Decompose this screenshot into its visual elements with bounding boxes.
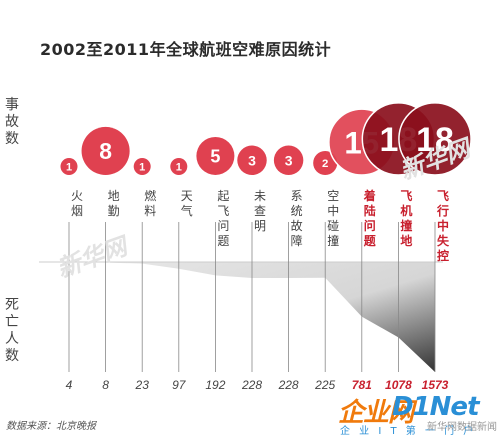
category-label: 飞: [437, 189, 449, 203]
accident-bubble: [398, 102, 472, 176]
accident-count-label: 3: [285, 152, 293, 168]
death-count-label: 225: [314, 378, 335, 392]
category-label: 未: [254, 189, 266, 203]
category-label: 机: [400, 203, 412, 218]
y-label-accidents: 事故数: [5, 97, 19, 147]
category-label: 空: [327, 189, 339, 203]
category-label: 中: [437, 218, 449, 233]
accident-count-label: 18: [416, 121, 454, 159]
y-label-deaths: 死亡人数: [5, 297, 19, 364]
category-label: 飞: [400, 189, 412, 203]
category-label: 地: [108, 189, 120, 203]
category-label: 题: [364, 234, 377, 248]
category-label: 撞: [400, 218, 412, 233]
death-count-label: 97: [172, 378, 187, 392]
category-label: 气: [181, 203, 193, 218]
brand-logo-cn: 企业网: [338, 398, 414, 428]
death-count-label: 23: [135, 378, 150, 392]
category-label: 火: [71, 189, 83, 203]
accident-count-label: 2: [322, 158, 328, 170]
accident-count-label: 3: [248, 152, 256, 168]
category-label: 障: [291, 233, 303, 248]
chart-title: 2002至2011年全球航班空难原因统计: [40, 40, 332, 59]
category-label: 失: [437, 233, 450, 248]
category-label: 行: [436, 203, 449, 218]
death-count-label: 781: [352, 378, 372, 392]
accident-bubble: [60, 158, 78, 175]
accident-count-label: 1: [176, 161, 182, 173]
accident-bubble: [237, 145, 267, 176]
category-label: 题: [217, 234, 229, 248]
death-count-label: 1573: [422, 378, 449, 392]
category-label: 明: [254, 219, 266, 233]
data-source: 数据来源：北京晚报: [6, 421, 96, 432]
accident-bubble: [313, 150, 338, 175]
death-count-label: 228: [241, 378, 262, 392]
brand-logo-en: D1Net: [392, 392, 479, 422]
death-count-label: 192: [205, 378, 225, 392]
category-label: 查: [254, 204, 266, 218]
accident-bubble: [133, 158, 151, 175]
death-count-label: 228: [278, 378, 299, 392]
accident-count-label: 8: [99, 138, 112, 164]
accident-count-label: 5: [210, 146, 220, 166]
category-label: 勤: [108, 204, 120, 218]
death-count-label: 8: [102, 378, 109, 392]
category-label: 统: [291, 204, 303, 218]
category-label: 地: [400, 233, 412, 248]
category-label: 陆: [364, 203, 376, 218]
accident-bubble: [170, 158, 188, 175]
category-label: 天: [181, 189, 193, 203]
category-label: 系: [291, 189, 303, 203]
accident-bubble: [196, 136, 235, 175]
category-label: 控: [437, 248, 449, 263]
category-label: 着: [363, 188, 376, 203]
death-count-label: 4: [66, 378, 73, 392]
watermark-url: 新华网数据新闻: [427, 422, 497, 433]
category-label: 撞: [327, 233, 339, 248]
category-label: 问: [217, 219, 229, 233]
category-label: 问: [364, 218, 376, 233]
accident-bubble: [81, 126, 130, 175]
death-toll-area: [69, 262, 435, 372]
category-label: 料: [144, 204, 156, 218]
category-label: 碰: [327, 219, 339, 233]
brand-slogan: 企 业 I T 第 一 门 户: [340, 426, 477, 437]
accident-bubble: [273, 145, 304, 176]
category-label: 烟: [71, 204, 83, 218]
category-label: 中: [327, 203, 339, 218]
accident-count-label: 1: [66, 161, 72, 173]
category-label: 飞: [217, 204, 229, 218]
category-label: 起: [217, 189, 229, 203]
category-label: 故: [291, 218, 303, 233]
accident-count-label: 1: [139, 161, 145, 173]
category-label: 燃: [144, 188, 156, 203]
death-count-label: 1078: [385, 378, 412, 392]
